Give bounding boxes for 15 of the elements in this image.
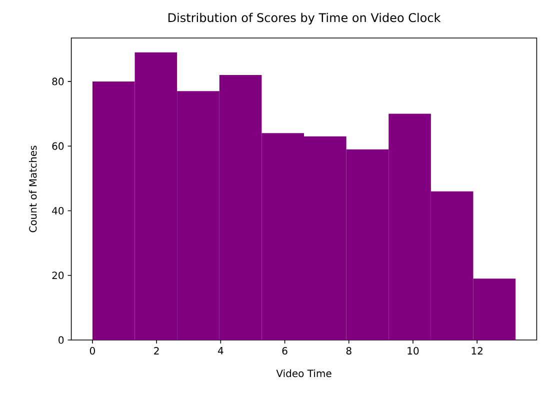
y-tick-label: 80 bbox=[52, 78, 64, 86]
x-tick-label: 12 bbox=[472, 347, 482, 354]
x-tick-label: 0 bbox=[90, 347, 95, 355]
y-tick-label: 0 bbox=[58, 336, 64, 344]
chart-title: Distribution of Scores by Time on Video Clock bbox=[168, 12, 441, 24]
y-tick-label: 60 bbox=[52, 142, 64, 150]
x-axis-title: Video Time bbox=[276, 369, 332, 378]
x-tick-label: 10 bbox=[408, 347, 419, 355]
x-tick-label: 6 bbox=[282, 347, 288, 355]
y-tick-label: 40 bbox=[52, 206, 64, 215]
y-axis-title: Count of Matches bbox=[28, 146, 37, 232]
x-tick-label: 2 bbox=[154, 347, 159, 354]
x-tick-label: 4 bbox=[218, 347, 224, 354]
y-tick-label: 20 bbox=[52, 272, 64, 280]
x-tick-label: 8 bbox=[346, 347, 352, 355]
